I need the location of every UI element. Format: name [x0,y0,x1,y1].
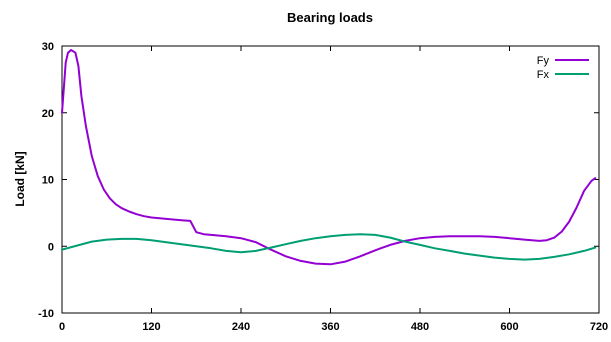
series-line-fy [61,49,597,266]
y-tick-label: -10 [38,308,54,320]
x-tick-label: 600 [500,321,518,333]
x-tick-label: 0 [59,321,65,333]
chart-title: Bearing loads [287,10,373,25]
y-axis-label: Load [kN] [13,151,27,206]
x-tick-label: 360 [321,321,339,333]
legend-label-fy: Fy [537,55,550,67]
x-tick-label: 720 [590,321,608,333]
y-tick-label: 0 [48,241,54,253]
axis-ticks: 0 120 240 360 480 600 720 -10 0 10 20 30 [38,41,608,333]
x-tick-label: 480 [411,321,429,333]
x-tick-label: 120 [142,321,160,333]
y-tick-label: 20 [42,108,54,120]
series-layer [61,49,597,266]
y-tick-label: 10 [42,175,54,187]
legend: Fy Fx [537,55,589,81]
series-line-fx [61,233,597,261]
x-tick-label: 240 [232,321,250,333]
y-tick-label: 30 [42,41,54,53]
plot-frame [61,45,600,314]
legend-label-fx: Fx [537,69,550,81]
